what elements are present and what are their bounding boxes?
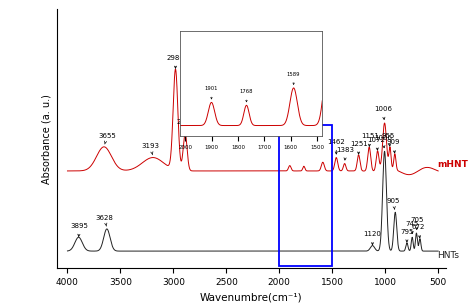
Text: 795: 795	[400, 229, 414, 242]
Text: 1120: 1120	[364, 231, 382, 245]
Text: HNTs: HNTs	[438, 251, 460, 260]
Text: 3655: 3655	[98, 132, 116, 144]
Text: 2889: 2889	[176, 119, 194, 132]
Text: 1462: 1462	[328, 139, 345, 154]
Bar	[279, 125, 332, 265]
Text: 1768: 1768	[240, 89, 253, 102]
Text: 905: 905	[386, 198, 400, 209]
Text: 1251: 1251	[350, 141, 367, 154]
Y-axis label: Absorbance (a. u.): Absorbance (a. u.)	[41, 94, 51, 184]
Text: 672: 672	[411, 224, 425, 238]
Text: mHNT: mHNT	[438, 160, 468, 169]
Text: 1383: 1383	[337, 147, 355, 160]
X-axis label: Wavenumbre(cm⁻¹): Wavenumbre(cm⁻¹)	[200, 292, 302, 302]
Text: 955: 955	[382, 133, 395, 146]
Text: 705: 705	[411, 217, 424, 229]
Text: 3628: 3628	[96, 215, 114, 226]
Text: 1589: 1589	[287, 72, 301, 85]
Text: 1072: 1072	[367, 137, 385, 150]
Text: 2980: 2980	[166, 55, 184, 68]
Text: 1151: 1151	[361, 133, 379, 146]
Text: 909: 909	[386, 140, 400, 153]
Text: 1006: 1006	[374, 135, 392, 148]
Text: 1901: 1901	[205, 87, 218, 99]
Text: 3895: 3895	[71, 223, 89, 237]
Text: 745: 745	[406, 221, 419, 234]
Text: 1006: 1006	[374, 107, 392, 120]
Text: 3193: 3193	[142, 143, 160, 155]
